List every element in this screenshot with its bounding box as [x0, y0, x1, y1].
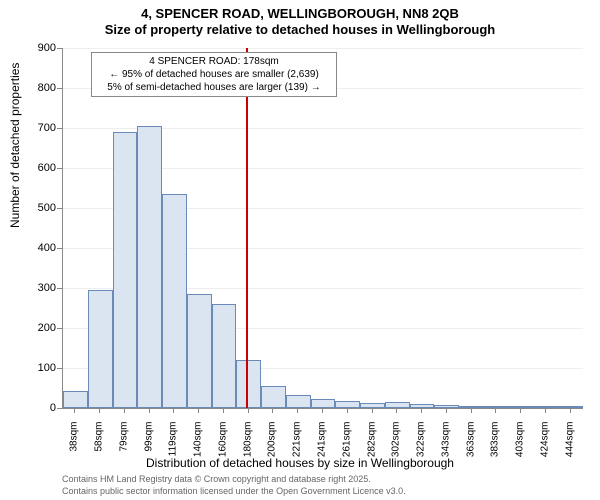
histogram-bar — [261, 386, 286, 408]
y-tick-label: 500 — [26, 202, 56, 214]
x-tick-mark — [322, 408, 323, 413]
x-tick-mark — [396, 408, 397, 413]
histogram-bar — [311, 399, 336, 408]
histogram-bar — [286, 395, 311, 408]
annotation-line: ← 95% of detached houses are smaller (2,… — [96, 68, 332, 81]
y-tick-label: 100 — [26, 362, 56, 374]
x-tick-mark — [149, 408, 150, 413]
histogram-bar — [113, 132, 138, 408]
x-tick-mark — [570, 408, 571, 413]
chart-container: 4, SPENCER ROAD, WELLINGBOROUGH, NN8 2QB… — [0, 0, 600, 500]
histogram-bar — [162, 194, 187, 408]
histogram-bar — [360, 403, 385, 408]
footer-line1: Contains HM Land Registry data © Crown c… — [62, 474, 371, 484]
x-tick-mark — [471, 408, 472, 413]
y-tick-label: 200 — [26, 322, 56, 334]
x-tick-mark — [99, 408, 100, 413]
y-tick-label: 800 — [26, 82, 56, 94]
x-tick-mark — [173, 408, 174, 413]
y-tick-label: 400 — [26, 242, 56, 254]
histogram-bar — [212, 304, 237, 408]
y-tick-label: 0 — [26, 402, 56, 414]
chart-title-line2: Size of property relative to detached ho… — [0, 22, 600, 37]
x-tick-mark — [372, 408, 373, 413]
x-tick-mark — [446, 408, 447, 413]
y-tick-label: 900 — [26, 42, 56, 54]
histogram-bar — [558, 406, 583, 408]
histogram-bar — [63, 391, 88, 408]
x-axis-label: Distribution of detached houses by size … — [0, 456, 600, 470]
x-tick-mark — [124, 408, 125, 413]
x-tick-mark — [272, 408, 273, 413]
footer-line2: Contains public sector information licen… — [62, 486, 406, 496]
y-tick-label: 700 — [26, 122, 56, 134]
histogram-bar — [187, 294, 212, 408]
x-tick-mark — [248, 408, 249, 413]
histogram-bar — [88, 290, 113, 408]
histogram-bar — [236, 360, 261, 408]
x-tick-mark — [520, 408, 521, 413]
x-tick-mark — [74, 408, 75, 413]
histogram-bar — [335, 401, 360, 408]
grid-line — [63, 48, 583, 49]
histogram-bar — [533, 406, 558, 408]
chart-title-line1: 4, SPENCER ROAD, WELLINGBOROUGH, NN8 2QB — [0, 6, 600, 21]
x-tick-mark — [495, 408, 496, 413]
reference-line — [246, 48, 248, 408]
plot-area: 4 SPENCER ROAD: 178sqm← 95% of detached … — [62, 48, 583, 409]
x-tick-mark — [421, 408, 422, 413]
x-tick-mark — [545, 408, 546, 413]
x-tick-mark — [347, 408, 348, 413]
x-tick-mark — [198, 408, 199, 413]
y-axis-label: Number of detached properties — [8, 63, 22, 228]
annotation-line: 4 SPENCER ROAD: 178sqm — [96, 55, 332, 68]
y-tick-label: 300 — [26, 282, 56, 294]
annotation-text: 4 SPENCER ROAD: 178sqm← 95% of detached … — [91, 52, 337, 97]
histogram-bar — [137, 126, 162, 408]
x-tick-mark — [223, 408, 224, 413]
x-tick-mark — [297, 408, 298, 413]
annotation-line: 5% of semi-detached houses are larger (1… — [96, 81, 332, 94]
y-tick-label: 600 — [26, 162, 56, 174]
histogram-bar — [459, 406, 484, 408]
histogram-bar — [434, 405, 459, 408]
